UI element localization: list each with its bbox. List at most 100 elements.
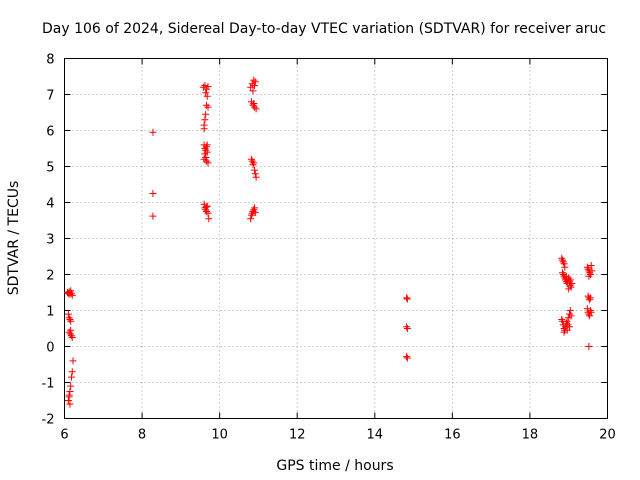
data-point [66,400,74,408]
data-point [204,209,212,217]
data-point [203,141,211,149]
data-point [64,310,72,318]
grid-lines [64,58,608,419]
data-point [559,269,567,277]
chart-title: Day 106 of 2024, Sidereal Day-to-day VTE… [42,21,606,37]
data-point [403,294,411,302]
data-point [403,323,411,331]
y-tick-label: -1 [42,377,55,392]
data-point [249,101,257,109]
data-point [565,285,573,293]
x-tick-label: 20 [599,428,616,443]
data-point [403,295,411,303]
data-point [66,388,74,395]
data-point [250,100,258,107]
data-point [249,87,257,95]
x-tick-label: 14 [367,428,384,443]
data-point [247,211,255,219]
data-point [562,272,570,280]
data-point [201,82,209,89]
data-point [202,110,210,118]
data-point [204,103,212,111]
data-point [559,271,567,278]
data-point [565,310,573,318]
data-point [68,291,76,299]
data-point [587,308,595,316]
data-point [149,190,157,197]
data-point [202,203,210,211]
data-point [200,155,208,163]
data-point [559,258,567,266]
data-point [586,307,594,314]
data-point [204,83,212,91]
data-point [247,215,255,223]
y-tick-label: 5 [46,161,54,176]
data-point [563,317,571,325]
data-point [563,326,571,334]
data-point [565,323,573,331]
y-tick-label: -2 [42,413,55,428]
data-points [64,76,596,408]
data-point [586,312,594,320]
data-point [583,263,591,271]
data-point [252,173,260,181]
data-point [559,256,567,264]
data-point [585,343,593,350]
y-tick-label: 6 [46,125,54,140]
data-point [252,105,260,113]
data-point [67,317,75,325]
data-point [403,325,411,332]
data-point [251,103,259,111]
x-axis-label: GPS time / hours [276,458,393,474]
data-point [251,166,259,174]
plot-frame [64,58,608,419]
data-point [247,83,255,91]
y-tick-label: 4 [46,197,54,212]
data-point [567,312,575,320]
y-tick-label: 2 [46,269,54,284]
data-point [202,143,210,151]
y-tick-label: 0 [46,341,54,356]
data-point [562,319,570,327]
data-point [65,391,73,399]
data-point [403,353,411,361]
data-point [248,157,256,165]
data-point [202,101,210,109]
data-point [251,78,259,86]
data-point [202,89,210,97]
y-axis-label: SDTVAR / TECUs [6,181,22,296]
data-point [251,209,259,217]
data-point [566,307,574,314]
data-point [561,263,569,271]
data-point [200,125,208,133]
data-point [69,357,77,365]
data-point [584,265,592,273]
y-tick-label: 7 [46,89,54,104]
data-point [587,262,595,269]
data-point [248,209,256,217]
data-point [560,328,568,336]
data-point [201,116,209,124]
data-point [583,305,591,313]
data-point [203,202,211,210]
data-point [249,161,257,169]
data-point [65,314,73,322]
data-point [250,76,258,84]
data-point [203,148,211,156]
x-tick-label: 16 [444,428,461,443]
data-point [566,276,574,284]
y-tick-label: 3 [46,233,54,248]
data-point [560,260,568,268]
y-tick-label: 8 [46,53,54,68]
data-point [251,170,259,178]
data-point [588,267,596,275]
data-point [67,326,75,334]
data-point [65,328,73,336]
data-point [68,334,76,341]
x-tick-label: 6 [60,428,68,443]
data-point [585,272,593,280]
x-tick-label: 8 [138,428,146,443]
data-point [247,155,255,163]
data-point [205,215,213,223]
